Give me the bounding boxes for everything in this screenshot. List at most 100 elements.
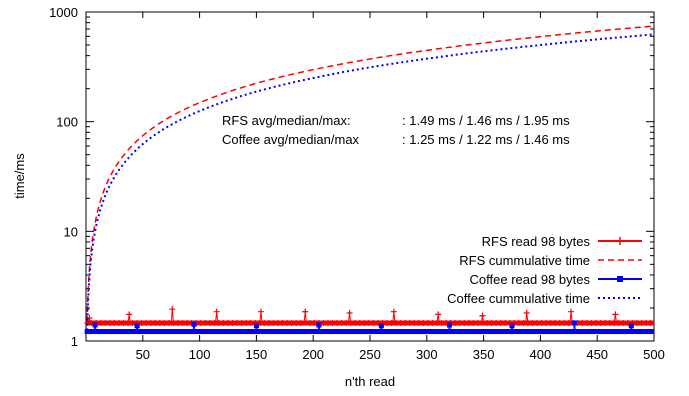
x-axis-title: n'th read [345,374,395,389]
point-marker [375,329,381,335]
x-tick-label: 300 [416,347,438,362]
point-marker [620,329,626,335]
point-marker [647,319,654,326]
point-marker [175,329,181,335]
spike-marker [191,321,197,327]
point-marker [370,329,376,335]
annotation-coffee-value: : 1.25 ms / 1.22 ms / 1.46 ms [402,132,570,147]
point-marker [598,329,604,335]
y-tick-label: 1 [71,334,78,349]
y-tick-label: 100 [56,115,78,130]
x-tick-label: 150 [246,347,268,362]
point-marker [466,329,472,335]
point-marker [330,329,336,335]
point-marker [152,329,158,335]
point-marker [125,329,131,335]
point-marker [507,329,513,335]
series-line-cumulative [86,33,655,331]
x-tick-label: 400 [530,347,552,362]
point-marker [420,329,426,335]
spike-marker [447,322,453,328]
point-marker [629,329,635,335]
x-tick-label: 500 [643,347,665,362]
point-marker [325,329,331,335]
point-marker [84,329,90,335]
point-marker [534,329,540,335]
spike-marker [571,320,577,326]
series-0 [84,306,654,326]
point-marker [584,329,590,335]
annotation-rfs-label: RFS avg/median/max: [222,113,351,128]
point-marker [479,329,485,335]
point-marker [257,329,263,335]
axis-ticks: 50 100 150 200 250 300 350 400 450 500 1 10 100 1000 [49,5,665,362]
point-marker [361,329,367,335]
point-marker [625,329,631,335]
point-marker [130,329,136,335]
point-marker [198,329,204,335]
x-tick-label: 50 [136,347,150,362]
point-marker [252,329,258,335]
point-marker [552,329,558,335]
point-marker [193,329,199,335]
point-marker [402,329,408,335]
point-marker [525,329,531,335]
point-marker [307,329,313,335]
point-marker [98,329,104,335]
x-tick-label: 350 [473,347,495,362]
point-marker [575,329,581,335]
spike-marker [568,308,575,315]
spike-marker [316,322,322,328]
point-marker [498,329,504,335]
point-marker [248,329,254,335]
point-marker [357,329,363,335]
spike-marker [390,308,397,315]
point-marker [225,329,231,335]
y-tick-label: 10 [64,224,78,239]
point-marker [566,329,572,335]
spike-marker [253,323,259,329]
point-marker [398,329,404,335]
point-marker [289,329,295,335]
point-marker [475,329,481,335]
point-marker [389,329,395,335]
point-marker [311,329,317,335]
point-marker [516,329,522,335]
point-marker [261,329,267,335]
point-marker [348,329,354,335]
point-marker [93,329,99,335]
x-tick-label: 100 [189,347,211,362]
spike-marker [612,311,619,318]
point-marker [379,329,385,335]
point-marker [270,329,276,335]
spike-marker [523,310,530,317]
point-marker [157,329,163,335]
point-marker [411,329,417,335]
point-marker [634,329,640,335]
point-marker [434,329,440,335]
point-marker [298,329,304,335]
point-marker [539,329,545,335]
point-marker [425,329,431,335]
point-marker [607,329,613,335]
point-marker [520,329,526,335]
spike-marker [302,308,309,315]
point-marker [429,329,435,335]
point-marker [407,329,413,335]
spike-marker [435,311,442,318]
spike-marker [213,308,220,315]
series-layer [84,25,655,335]
point-marker [416,329,422,335]
point-marker [570,329,576,335]
point-marker [302,329,308,335]
point-marker [493,329,499,335]
point-marker [89,329,95,335]
point-marker [320,329,326,335]
point-marker [148,329,154,335]
point-marker [602,329,608,335]
point-marker [207,329,213,335]
series-line-cumulative [86,25,655,323]
point-marker [139,329,145,335]
series-3 [86,33,655,331]
point-marker [189,329,195,335]
